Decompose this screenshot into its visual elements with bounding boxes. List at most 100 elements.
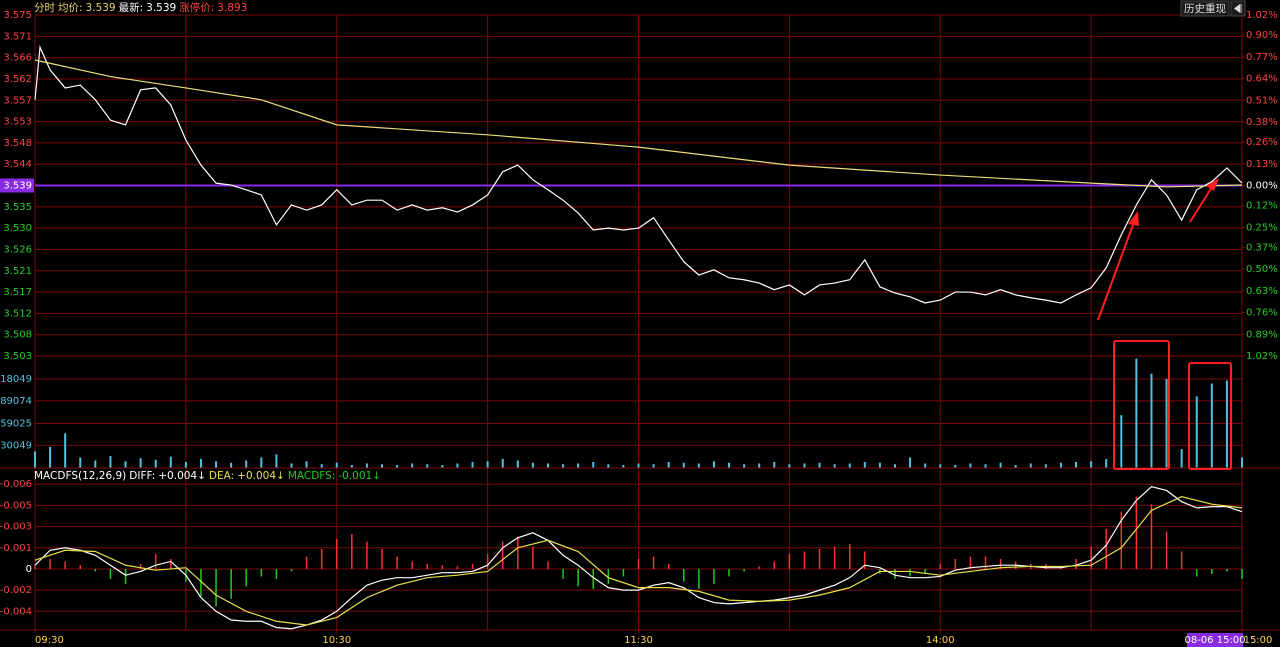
arrow: [1189, 186, 1213, 223]
volume-bar: [667, 461, 670, 468]
volume-bar: [1014, 464, 1017, 468]
y-tick-label: 3.508: [3, 330, 32, 341]
volume-bar: [305, 461, 308, 468]
volume-bar: [999, 462, 1002, 468]
legend-value: +0.004↓: [158, 470, 206, 482]
volume-bar: [1029, 463, 1032, 468]
y2-tick-label: 0.38%: [1246, 117, 1278, 128]
volume-bar: [199, 458, 202, 468]
indicator-title: MACDFS(12,26,9): [34, 470, 126, 482]
arrow-head: [1206, 178, 1219, 191]
x-tick-label: 09:30: [35, 635, 64, 646]
volume-bar: [1135, 358, 1138, 468]
volume-bar: [275, 454, 278, 468]
y2-tick-label: 0.37%: [1246, 242, 1278, 253]
volume-bar: [486, 461, 489, 468]
mark-layer: [34, 44, 1243, 630]
series-line: [34, 496, 1243, 626]
volume-bar: [245, 460, 248, 468]
cursor-label: 08-06 15:00: [1184, 635, 1245, 646]
y2-tick-label: 0.89%: [1246, 329, 1278, 340]
volume-bar: [863, 461, 866, 468]
y-tick-label: 3.571: [3, 31, 32, 42]
y-tick-label: 3.526: [3, 244, 32, 255]
stat-value: 3.539: [146, 2, 176, 14]
y-tick-label: +0.005: [0, 500, 32, 511]
y2-tick-label: 0.50%: [1246, 264, 1278, 275]
y-tick-label: 59025: [0, 418, 32, 429]
volume-bar: [365, 463, 368, 468]
volume-bar: [320, 464, 323, 468]
y2-tick-label: 1.02%: [1246, 351, 1278, 362]
volume-bar: [954, 464, 957, 468]
y2-tick-label: 0.64%: [1246, 74, 1278, 85]
volume-bar: [682, 462, 685, 468]
back-icon: [1234, 4, 1240, 13]
volume-bar: [139, 458, 142, 468]
y-tick-label: 3.521: [3, 266, 32, 277]
y-tick-label: 30049: [0, 440, 32, 451]
volume-bar: [109, 455, 112, 468]
toolbar: 历史重现: [1180, 0, 1246, 17]
volume-bar: [1090, 461, 1093, 468]
volume-bar: [411, 463, 414, 468]
volume-bar: [124, 461, 127, 468]
x-tick-label: 14:00: [926, 635, 955, 646]
volume-bar: [637, 463, 640, 468]
header-title: 分时: [34, 2, 55, 14]
x-tick-label: 15:00: [1244, 635, 1273, 646]
volume-bar: [184, 461, 187, 468]
volume-bar: [260, 457, 263, 468]
volume-bar: [94, 460, 97, 468]
y-tick-label: 118049: [0, 374, 32, 385]
y2-tick-label: 0.26%: [1246, 137, 1278, 148]
y2-tick-label: 0.13%: [1246, 159, 1278, 170]
highlight-box: [1113, 340, 1170, 470]
y-tick-label: -0.004: [0, 606, 32, 617]
volume-bar: [1180, 449, 1183, 468]
volume-bar: [758, 463, 761, 468]
y-tick-label: 3.503: [3, 351, 32, 362]
volume-bar: [939, 464, 942, 468]
volume-bar: [878, 462, 881, 468]
volume-bar: [818, 462, 821, 468]
arrow: [1097, 221, 1135, 321]
volume-bar: [501, 458, 504, 468]
volume-bar: [893, 464, 896, 468]
volume-bar: [592, 461, 595, 468]
volume-bar: [577, 463, 580, 468]
volume-bar: [1105, 458, 1108, 468]
y-tick-label: 3.544: [3, 159, 32, 170]
baseline-tick-box: [0, 178, 34, 193]
series-line: [34, 486, 1243, 630]
volume-bar: [743, 464, 746, 468]
y-tick-label: 3.553: [3, 117, 32, 128]
series-line: [34, 44, 1243, 304]
volume-bar: [441, 464, 444, 468]
history-button-label[interactable]: 历史重现: [1184, 2, 1226, 15]
volume-bar: [154, 459, 157, 468]
volume-bar: [969, 463, 972, 468]
y-tick-label: 3.566: [3, 53, 32, 64]
volume-bar: [697, 463, 700, 468]
y-tick-label: 3.535: [3, 202, 32, 213]
y2-tick-label: 0.77%: [1246, 52, 1278, 63]
y-tick-label: 3.517: [3, 287, 32, 298]
y-tick-label: 3.548: [3, 138, 32, 149]
y2-tick-label: 0.25%: [1246, 222, 1278, 233]
stat-label: 均价:: [58, 2, 83, 14]
volume-bar: [607, 464, 610, 468]
history-button[interactable]: [1180, 0, 1230, 17]
y2-tick-label: 1.02%: [1246, 10, 1278, 21]
y-tick-label: 0: [26, 564, 32, 575]
y2-tick-label: 0.12%: [1246, 201, 1278, 212]
y-tick-label: 89074: [0, 396, 32, 407]
y-tick-label: 3.512: [3, 308, 32, 319]
stat-value: 3.539: [86, 2, 116, 14]
volume-bar: [516, 460, 519, 468]
x-tick-label: 11:30: [624, 635, 653, 646]
y-tick-label: 3.575: [3, 10, 32, 21]
